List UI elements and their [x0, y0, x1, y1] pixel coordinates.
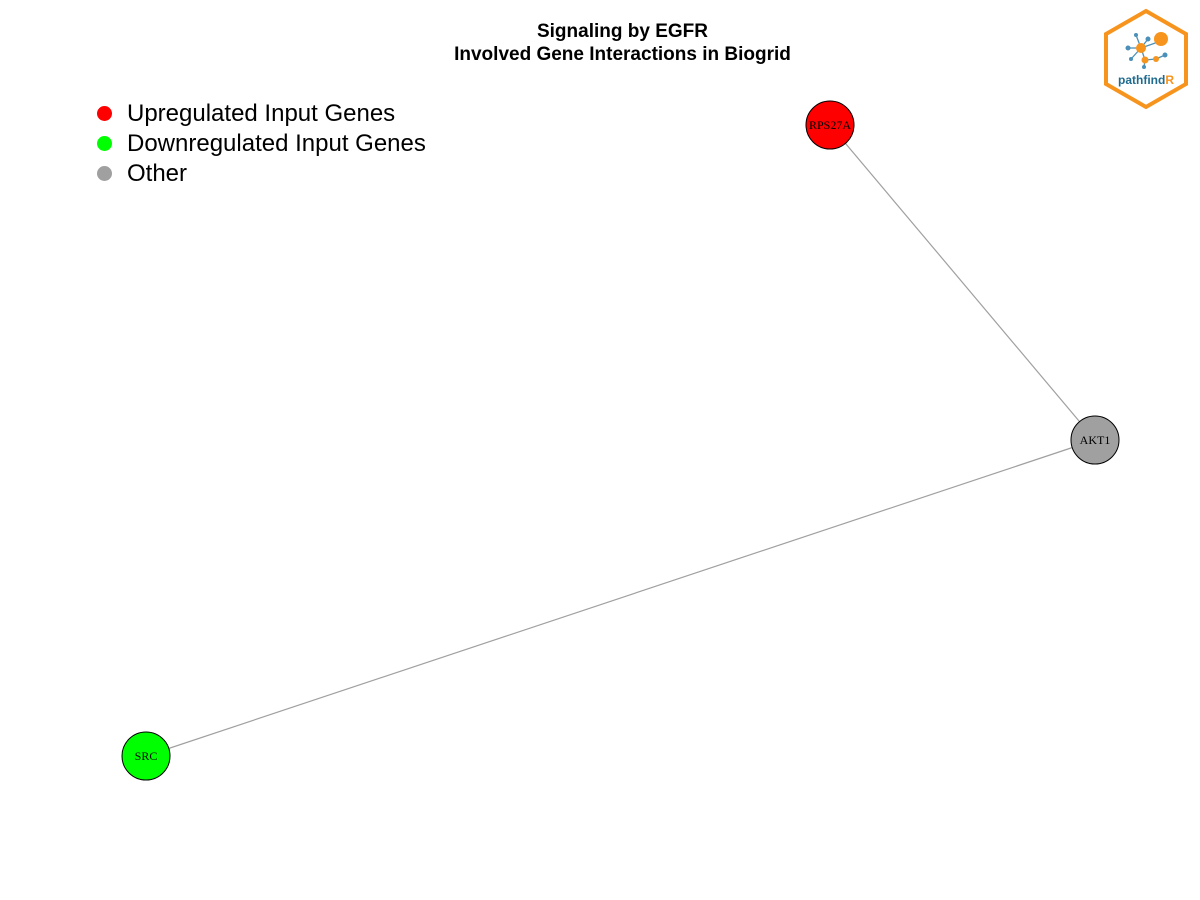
node-src: SRC — [121, 731, 171, 781]
logo-text-accent: R — [1165, 73, 1174, 87]
legend-label-downregulated: Downregulated Input Genes — [127, 130, 426, 157]
legend-label-upregulated: Upregulated Input Genes — [127, 100, 396, 127]
legend-label-other: Other — [127, 160, 188, 187]
edge-rps27a-akt1 — [829, 124, 1096, 441]
chart-title: Signaling by EGFR Involved Gene Interact… — [0, 20, 1200, 66]
logo-text-main: pathfind — [1118, 73, 1165, 87]
edge-akt1-src — [145, 439, 1096, 757]
node-circle-akt1 — [1070, 415, 1120, 465]
node-label-rps27a: RPS27A — [809, 118, 851, 132]
title-line-1: Signaling by EGFR — [536, 21, 708, 42]
node-circle-src — [121, 731, 171, 781]
title-line-2: Involved Gene Interactions in Biogrid — [454, 44, 791, 65]
network-edges — [145, 124, 1096, 757]
legend-dot-other — [97, 166, 112, 181]
node-akt1: AKT1 — [1070, 415, 1120, 465]
node-label-src: SRC — [135, 749, 158, 763]
network-nodes: RPS27A AKT1 SRC — [121, 100, 1120, 781]
svg-text:pathfindR: pathfindR — [1118, 73, 1174, 87]
legend-dot-downregulated — [97, 136, 112, 151]
node-rps27a: RPS27A — [805, 100, 855, 150]
node-circle-rps27a — [805, 100, 855, 150]
node-label-akt1: AKT1 — [1080, 433, 1111, 447]
pathfindr-logo: pathfindR — [1104, 8, 1188, 110]
legend-dot-upregulated — [97, 106, 112, 121]
